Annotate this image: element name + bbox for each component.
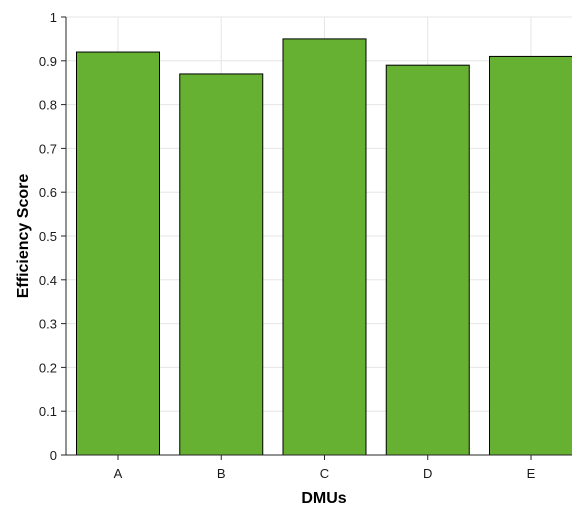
bar-D: [385, 64, 470, 456]
y-tick-label: 0.7: [39, 141, 57, 156]
bar-B: [179, 73, 264, 456]
y-tick-label: 0.8: [39, 98, 57, 113]
x-tick-label: E: [527, 466, 536, 481]
x-axis-title: DMUs: [301, 490, 346, 507]
y-tick-label: 0.2: [39, 360, 57, 375]
x-tick-label: B: [217, 466, 226, 481]
x-axis-ticks: A B C D E: [114, 455, 536, 481]
bar-A: [76, 51, 160, 456]
y-tick-label: 1: [50, 10, 57, 25]
y-tick-label: 0.9: [39, 54, 57, 69]
y-tick-label: 0.6: [39, 185, 57, 200]
x-tick-label: C: [320, 466, 329, 481]
y-tick-label: 0.5: [39, 229, 57, 244]
y-axis-ticks: 0 0.1 0.2 0.3 0.4 0.5 0.6 0.7 0.8 0.9 1: [39, 10, 66, 463]
y-axis-title: Efficiency Score: [15, 174, 32, 299]
bar-C: [282, 38, 367, 456]
y-tick-label: 0: [50, 448, 57, 463]
y-tick-label: 0.4: [39, 273, 57, 288]
bar-E: [489, 55, 572, 456]
y-tick-label: 0.3: [39, 317, 57, 332]
x-tick-label: A: [114, 466, 123, 481]
x-tick-label: D: [423, 466, 432, 481]
y-tick-label: 0.1: [39, 404, 57, 419]
plot-area: 0 0.1 0.2 0.3 0.4 0.5 0.6 0.7 0.8 0.9 1 A B C D E: [39, 10, 572, 481]
bars: [76, 38, 572, 456]
